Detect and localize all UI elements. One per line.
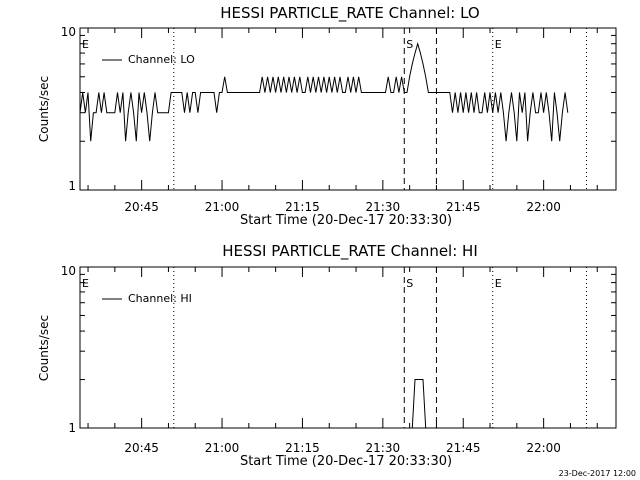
- x-tick-label-lo: 21:30: [366, 200, 401, 214]
- plot-area-lo: [79, 27, 617, 191]
- marker-label-lo: S: [406, 38, 413, 51]
- marker-label-hi: E: [495, 277, 502, 290]
- marker-label-lo: E: [82, 38, 89, 51]
- x-tick-label-lo: 22:00: [526, 200, 561, 214]
- chart-title-lo: HESSI PARTICLE_RATE Channel: LO: [220, 4, 479, 23]
- x-tick-label-lo: 21:00: [205, 200, 240, 214]
- chart-title-hi: HESSI PARTICLE_RATE Channel: HI: [222, 242, 478, 261]
- y-axis-label-lo: Counts/sec: [37, 76, 51, 142]
- x-tick-label-lo: 21:15: [285, 200, 320, 214]
- data-series-lo: [79, 41, 569, 142]
- x-tick-label-hi: 21:45: [446, 441, 481, 455]
- plot-area-hi: [79, 266, 617, 429]
- data-series-hi: [411, 379, 427, 429]
- x-tick-label-hi: 21:15: [285, 441, 320, 455]
- y-tick-label-bottom-lo: 1: [68, 179, 76, 193]
- x-tick-label-hi: 21:00: [205, 441, 240, 455]
- x-tick-label-hi: 20:45: [124, 441, 159, 455]
- y-tick-label-top-lo: 10: [61, 25, 76, 39]
- y-tick-label-top-hi: 10: [61, 264, 76, 278]
- marker-label-hi: S: [406, 277, 413, 290]
- x-tick-label-lo: 20:45: [124, 200, 159, 214]
- marker-label-lo: E: [495, 38, 502, 51]
- x-axis-label-lo: Start Time (20-Dec-17 20:33:30): [240, 213, 452, 228]
- x-axis-label-hi: Start Time (20-Dec-17 20:33:30): [240, 454, 452, 469]
- x-tick-label-lo: 21:45: [446, 200, 481, 214]
- x-tick-label-hi: 22:00: [526, 441, 561, 455]
- date-stamp: 23-Dec-2017 12:00: [559, 469, 636, 478]
- chart-panel-hi: HESSI PARTICLE_RATE Channel: HI Counts/s…: [37, 242, 561, 469]
- y-tick-label-bottom-hi: 1: [68, 421, 76, 435]
- legend-label-hi: Channel: HI: [128, 292, 192, 305]
- marker-label-hi: E: [82, 277, 89, 290]
- chart-panel-lo: HESSI PARTICLE_RATE Channel: LO Counts/s…: [37, 4, 561, 228]
- plot-frame-hi: [79, 266, 617, 429]
- legend-label-lo: Channel: LO: [128, 53, 195, 66]
- y-axis-label-hi: Counts/sec: [37, 315, 51, 381]
- x-tick-label-hi: 21:30: [366, 441, 401, 455]
